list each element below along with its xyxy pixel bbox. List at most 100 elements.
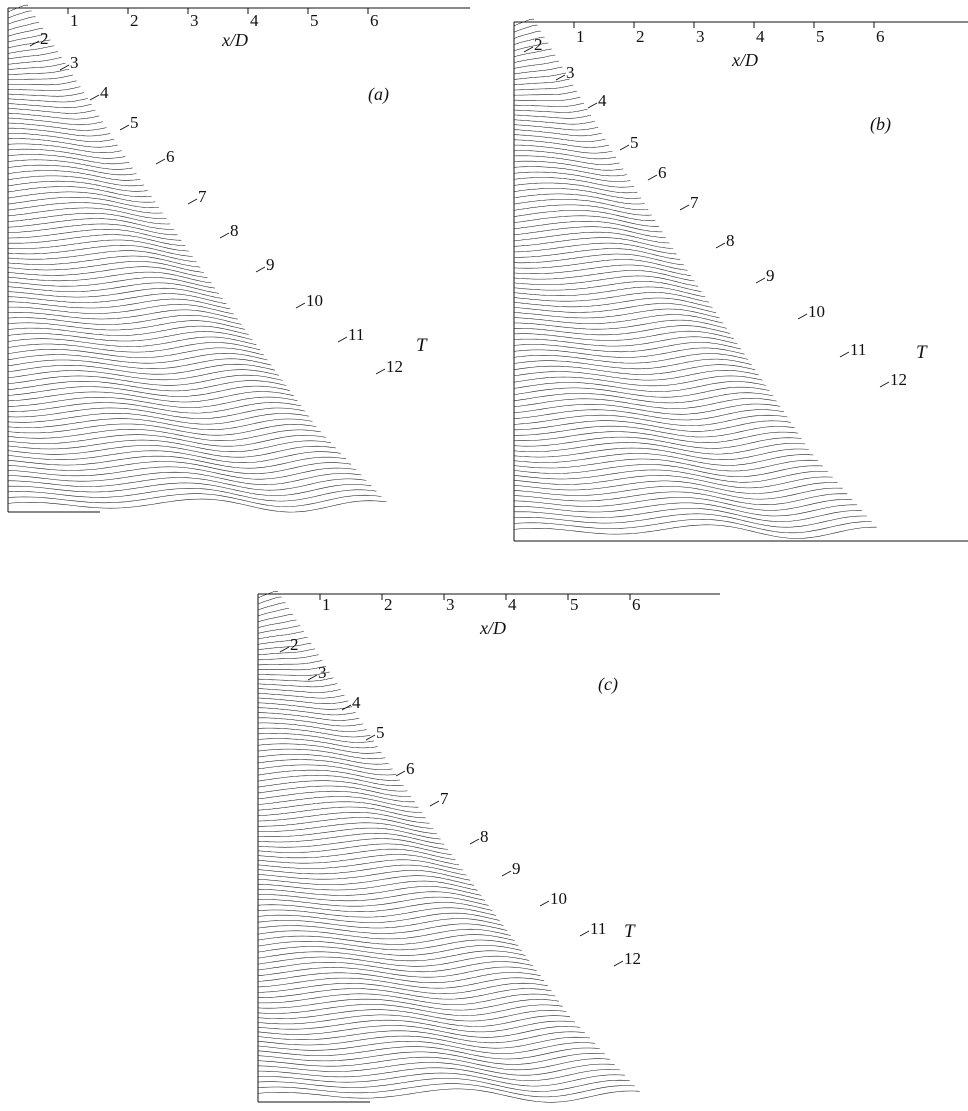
waterfall-trace — [258, 702, 352, 710]
x-tick-label: 3 — [446, 595, 455, 614]
time-label-leader — [587, 102, 598, 109]
waterfall-trace — [257, 602, 286, 611]
waterfall-lines — [513, 18, 877, 539]
waterfall-trace — [257, 1035, 590, 1049]
waterfall-trace — [7, 309, 238, 320]
time-label-leader — [337, 336, 348, 343]
waterfall-trace — [258, 707, 356, 716]
waterfall-trace — [8, 298, 231, 310]
waterfall-trace — [7, 391, 294, 403]
waterfall-trace — [513, 442, 806, 455]
waterfall-trace — [7, 434, 326, 447]
x-tick-label: 4 — [508, 595, 517, 614]
waterfall-trace — [257, 1088, 640, 1103]
waterfall-trace — [7, 45, 55, 54]
x-tick-label: 2 — [384, 595, 393, 614]
time-label: 7 — [198, 187, 207, 206]
waterfall-trace — [257, 923, 508, 934]
waterfall-trace — [513, 24, 538, 33]
waterfall-trace — [7, 493, 382, 507]
waterfall-trace — [257, 854, 460, 866]
waterfall-trace — [513, 297, 713, 308]
time-label-leader — [365, 734, 376, 741]
waterfall-trace — [513, 177, 634, 188]
waterfall-trace — [257, 870, 471, 881]
time-label-leader — [647, 174, 658, 181]
waterfall-trace — [257, 972, 541, 983]
waterfall-trace — [7, 358, 272, 369]
waterfall-trace — [7, 191, 156, 203]
waterfall-trace — [258, 993, 556, 1005]
x-tick-label: 2 — [130, 11, 139, 30]
waterfall-trace — [8, 86, 81, 91]
x-tick-label: 4 — [756, 27, 765, 46]
waterfall-trace — [514, 139, 609, 148]
waterfall-trace — [258, 988, 552, 1000]
waterfall-trace — [8, 74, 73, 80]
time-label: 6 — [658, 163, 667, 182]
waterfall-trace — [258, 722, 367, 732]
waterfall-trace — [514, 502, 858, 517]
waterfall-trace — [258, 660, 323, 666]
waterfall-trace — [7, 413, 309, 425]
waterfall-trace — [7, 488, 377, 502]
waterfall-trace — [7, 347, 264, 358]
waterfall-trace — [513, 447, 809, 460]
waterfall-trace — [513, 319, 727, 330]
time-axis-label: T — [416, 335, 428, 356]
waterfall-trace — [513, 353, 749, 364]
waterfall-trace — [7, 277, 216, 289]
waterfall-trace — [257, 796, 419, 808]
waterfall-trace — [257, 1072, 625, 1087]
waterfall-trace — [257, 827, 441, 840]
waterfall-trace — [513, 469, 828, 483]
waterfall-trace — [257, 683, 338, 688]
waterfall-trace — [7, 363, 276, 375]
waterfall-trace — [7, 39, 51, 49]
waterfall-trace — [7, 180, 148, 192]
time-label: 10 — [306, 291, 323, 310]
waterfall-trace — [7, 439, 331, 452]
waterfall-trace — [513, 204, 652, 216]
waterfall-trace — [514, 155, 620, 165]
waterfall-trace — [513, 342, 742, 353]
waterfall-trace — [513, 160, 624, 171]
waterfall-trace — [257, 775, 404, 786]
waterfall-trace — [513, 66, 563, 75]
waterfall-trace — [513, 381, 766, 392]
waterfall-trace — [257, 769, 401, 781]
waterfall-trace — [7, 461, 352, 474]
waterfall-trace — [7, 148, 126, 159]
waterfall-trace — [513, 108, 588, 113]
waterfall-trace — [513, 286, 706, 298]
waterfall-trace — [257, 1019, 575, 1033]
x-tick-label: 1 — [576, 27, 585, 46]
waterfall-trace — [257, 918, 504, 929]
waterfall-trace — [258, 642, 312, 650]
waterfall-trace — [513, 414, 788, 426]
waterfall-trace — [513, 519, 872, 534]
waterfall-trace — [513, 392, 774, 404]
waterfall-trace — [513, 330, 734, 341]
waterfall-trace — [7, 445, 336, 458]
time-label: 11 — [590, 919, 606, 938]
waterfall-trace — [7, 282, 219, 294]
waterfall-trace — [257, 801, 423, 813]
time-label: 2 — [40, 29, 49, 48]
x-tick-label: 3 — [190, 11, 199, 30]
time-label: 11 — [348, 325, 364, 344]
waterfall-trace — [513, 281, 702, 292]
waterfall-trace — [7, 103, 92, 108]
waterfall-trace — [7, 325, 249, 336]
waterfall-trace — [513, 370, 759, 381]
waterfall-trace — [513, 231, 670, 244]
time-label-leader — [679, 204, 690, 211]
waterfall-trace — [514, 134, 606, 142]
time-label-leader — [395, 770, 406, 777]
waterfall-trace — [513, 102, 585, 107]
waterfall-trace — [7, 112, 100, 120]
waterfall-trace — [7, 213, 171, 225]
time-labels: 2 3 4 56 7 8 9 10 11 12 — [523, 35, 907, 389]
waterfall-trace — [513, 199, 649, 210]
